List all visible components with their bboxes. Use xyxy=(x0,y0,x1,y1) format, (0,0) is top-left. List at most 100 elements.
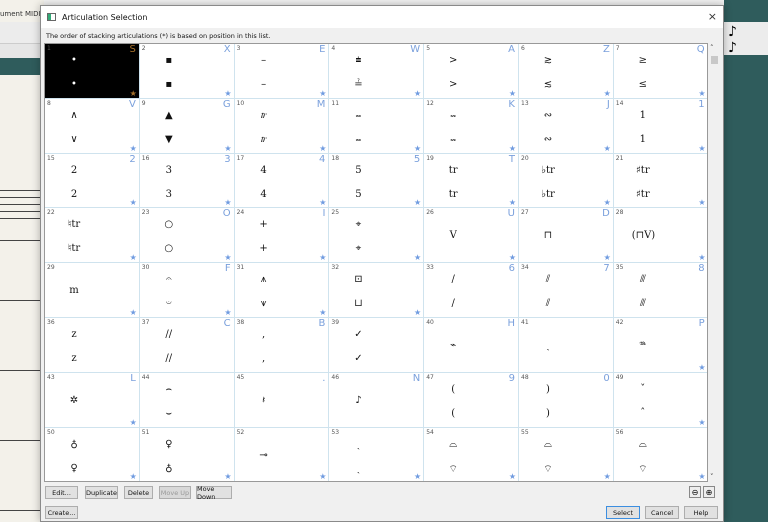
articulation-cell[interactable]: 52 ⊸ ★ xyxy=(234,427,330,481)
articulation-cell[interactable]: 30 F 𝄐 𝄑 ★ xyxy=(139,263,235,318)
shortcut-key: 0 xyxy=(603,372,610,384)
articulation-cell[interactable]: 44 ⌢ ⌣ xyxy=(139,372,235,428)
articulation-cell[interactable]: 24 I + + ★ xyxy=(234,208,330,264)
cell-number: 18 xyxy=(331,154,340,162)
articulation-cell[interactable]: 35 8 ⫻ ⫻ xyxy=(613,263,707,318)
create-button[interactable]: Create... xyxy=(45,506,78,519)
star-icon: ★ xyxy=(319,253,327,263)
articulation-cell[interactable]: 8 V ∧ ∨ ★ xyxy=(45,98,140,154)
articulation-symbol-above: 1 xyxy=(639,109,646,121)
articulation-cell[interactable]: 5 A > > ★ xyxy=(424,44,519,99)
articulation-cell[interactable]: 13 J ∾ ∾ ★ xyxy=(519,98,614,154)
articulation-symbol-below: ▼ xyxy=(164,133,173,145)
duplicate-button[interactable]: Duplicate xyxy=(85,486,118,499)
scroll-down-icon[interactable]: ˅ xyxy=(710,473,714,481)
articulation-symbol-above: ( xyxy=(451,383,456,395)
articulation-cell[interactable]: 29 m ★ xyxy=(45,263,140,318)
articulation-cell[interactable]: 7 Q ≥ ≤ ★ xyxy=(613,44,707,99)
cancel-button[interactable]: Cancel xyxy=(645,506,679,519)
articulation-cell[interactable]: 42 P 𝆮 ★ xyxy=(613,318,707,373)
articulation-cell[interactable]: 36 z z xyxy=(45,318,140,373)
scroll-up-icon[interactable]: ˄ xyxy=(710,44,714,52)
articulation-cell[interactable]: 4 W ⩧ ≟ ★ xyxy=(329,44,425,99)
articulation-cell[interactable]: 17 4 4 4 ★ xyxy=(234,153,330,209)
articulation-cell[interactable]: 18 5 5 5 ★ xyxy=(329,153,425,209)
articulation-cell[interactable]: 1 S • • ★ xyxy=(45,44,140,99)
articulation-cell[interactable]: 50 ♁ ♀ ★ xyxy=(45,427,140,481)
articulation-cell[interactable]: 9 G ▲ ▼ ★ xyxy=(139,98,235,154)
scroll-thumb[interactable] xyxy=(711,56,718,64)
articulation-cell[interactable]: 48 0)) xyxy=(519,372,614,428)
articulation-symbol-above: ) xyxy=(546,383,550,395)
delete-button[interactable]: Delete xyxy=(124,486,153,499)
articulation-symbol-above: // xyxy=(165,329,173,340)
zoom-in-icon[interactable]: ⊕ xyxy=(703,486,715,498)
articulation-cell[interactable]: 33 6 / / xyxy=(424,263,519,318)
articulation-cell[interactable]: 38 B,, xyxy=(234,318,330,373)
shortcut-key: I xyxy=(322,208,326,220)
articulation-cell[interactable]: 45. 𝄽 xyxy=(234,372,330,428)
articulation-cell[interactable]: 53 ˏ ˎ ★ xyxy=(329,427,425,481)
articulation-cell[interactable]: 26 U V ★ xyxy=(424,208,519,264)
articulation-cell[interactable]: 32 ⊡ ⊔ ★ xyxy=(329,263,425,318)
edit-button[interactable]: Edit... xyxy=(45,486,78,499)
articulation-symbol-below: ≤ xyxy=(638,79,647,90)
articulation-cell[interactable]: 37 C // // xyxy=(139,318,235,373)
cell-number: 36 xyxy=(47,319,55,326)
articulation-cell[interactable]: 54 ⌓ ⌔ ★ xyxy=(424,427,519,481)
articulation-cell[interactable]: 40 H ⌁ xyxy=(424,318,519,373)
articulation-symbol-above: 4 xyxy=(260,164,267,176)
cell-number: 12 xyxy=(426,99,434,107)
shortcut-key: 1 xyxy=(698,98,705,110)
staff-line xyxy=(0,240,44,241)
articulation-symbol-below: ⌔ xyxy=(448,463,458,475)
cell-number: 44 xyxy=(141,373,150,381)
articulation-cell[interactable]: 14 1 1 1 ★ xyxy=(613,98,707,154)
articulation-cell[interactable]: 47 9 (( xyxy=(424,372,519,428)
articulation-cell[interactable]: 27 D ⊓ ★ xyxy=(519,208,614,264)
cell-number: 48 xyxy=(521,373,529,381)
shortcut-key: S xyxy=(129,44,136,55)
cell-number: 55 xyxy=(521,428,529,436)
articulation-cell[interactable]: 21 ♯tr ♯tr ★ xyxy=(613,153,707,209)
articulation-cell[interactable]: 11 𝆗 𝆗 ★ xyxy=(329,98,425,154)
shortcut-key: P xyxy=(698,318,705,329)
staff-line xyxy=(0,300,44,301)
articulation-cell[interactable]: 51 ♀ ♁ ★ xyxy=(139,427,235,481)
articulation-cell[interactable]: 20 ♭tr ♭tr ★ xyxy=(519,153,614,209)
articulation-cell[interactable]: 46 N ♪ xyxy=(329,372,425,428)
shortcut-key: 9 xyxy=(508,372,515,384)
articulation-cell[interactable]: 41 ˎ xyxy=(519,318,614,373)
star-icon: ★ xyxy=(414,143,422,153)
articulation-cell[interactable]: 55 ⌓ ⌔ ★ xyxy=(519,427,614,481)
articulation-cell[interactable]: 23 O ○ ○ ★ xyxy=(139,208,235,264)
vertical-scrollbar[interactable]: ˄ ˅ xyxy=(709,43,720,482)
articulation-cell[interactable]: 25 ⌖ ⌖ ★ xyxy=(329,208,425,264)
articulation-symbol-below: ✓ xyxy=(354,353,363,364)
close-icon[interactable]: × xyxy=(707,10,717,23)
articulation-cell[interactable]: 2 X ▪ ▪ ★ xyxy=(139,44,235,99)
zoom-out-icon[interactable]: ⊖ xyxy=(689,486,701,498)
articulation-cell[interactable]: 43 L ✲ ★ xyxy=(45,372,140,428)
select-button[interactable]: Select xyxy=(606,506,640,519)
help-button[interactable]: Help xyxy=(684,506,718,519)
articulation-cell[interactable]: 12 K 𝆘 𝆘 ★ xyxy=(424,98,519,154)
articulation-cell[interactable]: 15 2 2 2 ★ xyxy=(45,153,140,209)
articulation-cell[interactable]: 3 E – – ★ xyxy=(234,44,330,99)
articulation-cell[interactable]: 10 M 𝆖 𝆖 ★ xyxy=(234,98,330,154)
articulation-symbol-below: + xyxy=(259,243,268,255)
articulation-cell[interactable]: 16 3 3 3 ★ xyxy=(139,153,235,209)
articulation-cell[interactable]: 28 (⊓V) ★ xyxy=(613,208,707,264)
move-down-button[interactable]: Move Down xyxy=(196,485,232,501)
cell-number: 39 xyxy=(331,319,340,326)
articulation-cell[interactable]: 31 ⩚ ⩛ ★ xyxy=(234,263,330,318)
articulation-cell[interactable]: 39 ✓ ✓ xyxy=(329,318,425,373)
articulation-cell[interactable]: 34 7 ⫽ ⫽ xyxy=(519,263,614,318)
articulation-symbol-above: ⫻ xyxy=(639,274,646,286)
articulation-cell[interactable]: 6 Z ≳ ≲ ★ xyxy=(519,44,614,99)
articulation-cell[interactable]: 22 ♮tr ♮tr ★ xyxy=(45,208,140,264)
articulation-cell[interactable]: 49 ˇ ˆ ★ xyxy=(613,372,707,428)
cell-number: 4 xyxy=(331,45,336,52)
articulation-cell[interactable]: 56 ⌓ ⌔ ★ xyxy=(613,427,707,481)
